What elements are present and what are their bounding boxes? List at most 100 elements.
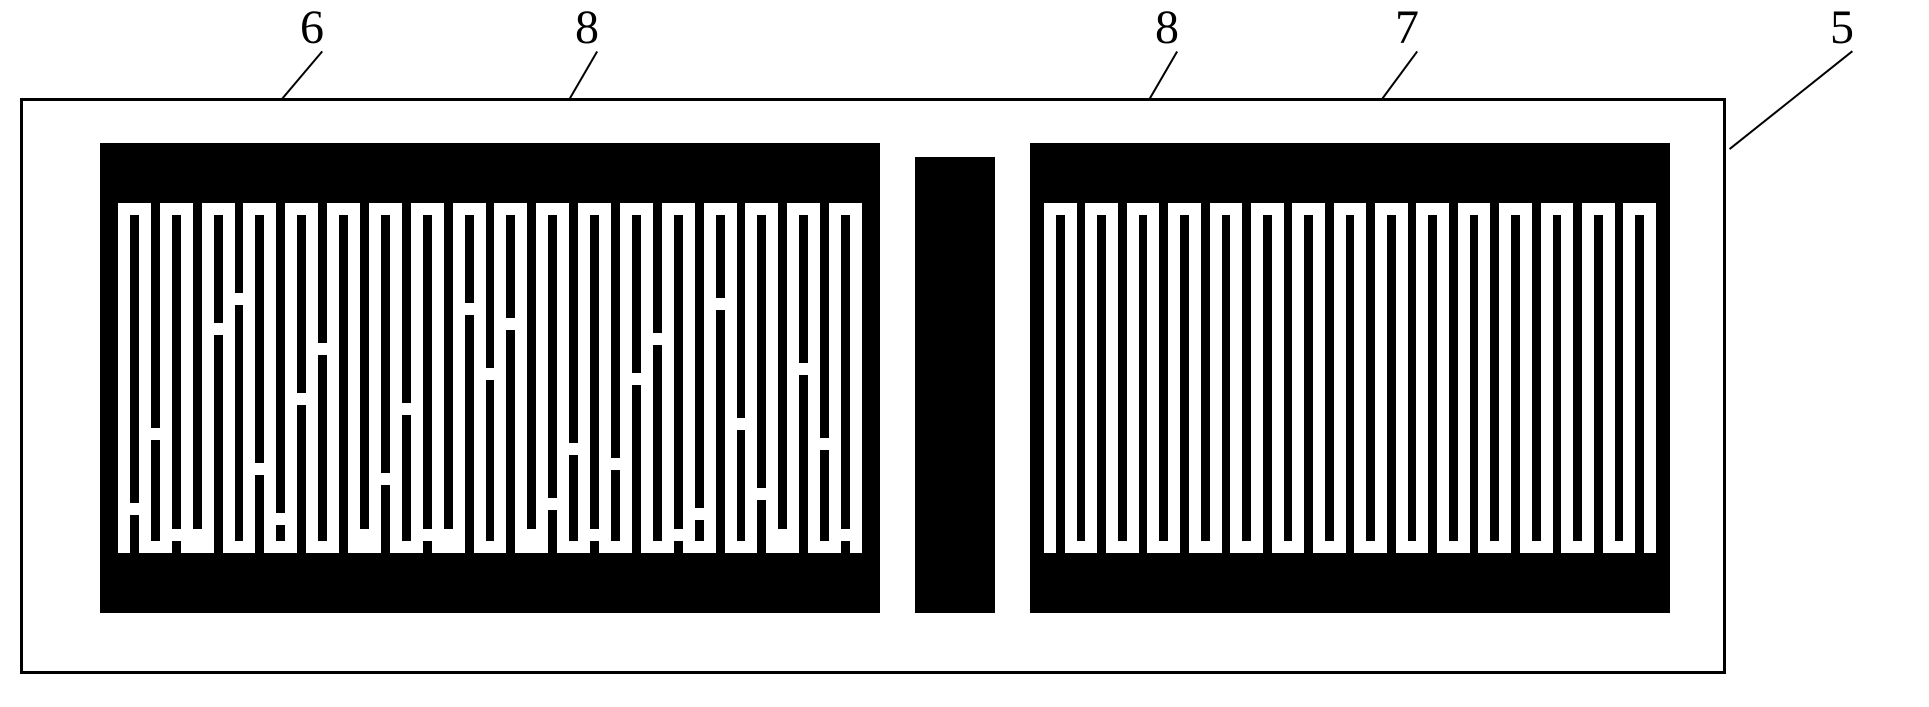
pattern-hconnector: [1230, 541, 1263, 553]
pattern-rung: [578, 529, 611, 541]
pattern-vline: [662, 203, 674, 553]
pattern-vline: [327, 203, 339, 553]
pattern-hconnector: [1168, 203, 1201, 215]
pattern-vline: [1396, 203, 1408, 553]
pattern-hconnector: [1458, 203, 1491, 215]
pattern-botcap: [306, 541, 339, 553]
pattern-vline: [515, 203, 527, 553]
pattern-vline: [1189, 203, 1201, 553]
pattern-hconnector: [1478, 541, 1511, 553]
pattern-vline: [787, 203, 799, 553]
pattern-vline: [1375, 203, 1387, 553]
pattern-hconnector: [1416, 203, 1449, 215]
pattern-rung: [808, 438, 841, 450]
pattern-vline: [139, 203, 151, 553]
pattern-botcap: [181, 541, 214, 553]
pattern-botcap: [766, 541, 799, 553]
pattern-hconnector: [1437, 541, 1470, 553]
pattern-vline: [432, 203, 444, 553]
pattern-vline: [285, 203, 297, 553]
pattern-hconnector: [1623, 203, 1656, 215]
pattern-vline: [1147, 203, 1159, 553]
pattern-vline: [411, 203, 423, 553]
pattern-botcap: [432, 541, 465, 553]
leader-line: [1729, 50, 1853, 150]
pattern-vline: [1210, 203, 1222, 553]
pattern-vline: [223, 203, 235, 553]
pattern-rung: [306, 343, 339, 355]
pattern-topcap: [536, 203, 569, 215]
pattern-hconnector: [1375, 203, 1408, 215]
pattern-topcap: [202, 203, 235, 215]
pattern-vline: [1127, 203, 1139, 553]
pattern-hconnector: [1044, 203, 1077, 215]
pattern-vline: [1065, 203, 1077, 553]
pattern-vline: [369, 203, 381, 553]
pattern-vline: [181, 203, 193, 553]
pattern-rung: [264, 513, 297, 525]
pattern-vline: [1582, 203, 1594, 553]
pattern-vline: [1561, 203, 1573, 553]
pattern-hconnector: [1582, 203, 1615, 215]
callout-label-l6: 6: [300, 0, 324, 55]
pattern-rung: [536, 498, 569, 510]
pattern-vline: [1085, 203, 1097, 553]
pattern-hconnector: [1065, 541, 1098, 553]
pattern-botcap: [515, 541, 548, 553]
pattern-rung: [620, 373, 653, 385]
pattern-rung: [494, 318, 527, 330]
pattern-vline: [1292, 203, 1304, 553]
center-bar: [915, 157, 995, 613]
pattern-vline: [1623, 203, 1635, 553]
pattern-vline: [1416, 203, 1428, 553]
pattern-vline: [118, 203, 130, 553]
pattern-rung: [243, 463, 276, 475]
pattern-topcap: [494, 203, 527, 215]
pattern-botcap: [725, 541, 758, 553]
pattern-vline: [829, 203, 841, 553]
pattern-vline: [1354, 203, 1366, 553]
pattern-topcap: [620, 203, 653, 215]
pattern-hconnector: [1210, 203, 1243, 215]
pattern-vline: [348, 203, 360, 553]
pattern-topcap: [285, 203, 318, 215]
pattern-rung: [202, 323, 235, 335]
pattern-botcap: [808, 541, 841, 553]
pattern-hconnector: [1085, 203, 1118, 215]
pattern-rung: [348, 529, 381, 541]
pattern-hconnector: [1520, 541, 1553, 553]
pattern-hconnector: [1561, 541, 1594, 553]
callout-label-l8a: 8: [575, 0, 599, 55]
pattern-vline: [390, 203, 402, 553]
pattern-vline: [1272, 203, 1284, 553]
pattern-rung: [599, 458, 632, 470]
pattern-vline: [745, 203, 757, 553]
pattern-hconnector: [1603, 541, 1636, 553]
pattern-rung: [787, 363, 820, 375]
pattern-botcap: [223, 541, 256, 553]
pattern-vline: [683, 203, 695, 553]
pattern-vline: [766, 203, 778, 553]
pattern-rung: [745, 488, 778, 500]
pattern-botcap: [139, 541, 172, 553]
pattern-rung: [181, 529, 214, 541]
pattern-topcap: [243, 203, 276, 215]
pattern-topcap: [787, 203, 820, 215]
pattern-rung: [453, 303, 486, 315]
pattern-rung: [641, 333, 674, 345]
pattern-rung: [829, 529, 862, 541]
pattern-vline: [704, 203, 716, 553]
pattern-topcap: [704, 203, 737, 215]
pattern-rung: [223, 293, 256, 305]
pattern-topcap: [745, 203, 778, 215]
pattern-vline: [1044, 203, 1056, 553]
callout-label-l5: 5: [1830, 0, 1854, 55]
pattern-hconnector: [1354, 541, 1387, 553]
pattern-vline: [1230, 203, 1242, 553]
callout-label-l7: 7: [1395, 0, 1419, 55]
pattern-rung: [704, 298, 737, 310]
pattern-topcap: [327, 203, 360, 215]
pattern-rung: [557, 443, 590, 455]
pattern-vline: [599, 203, 611, 553]
pattern-botcap: [264, 541, 297, 553]
